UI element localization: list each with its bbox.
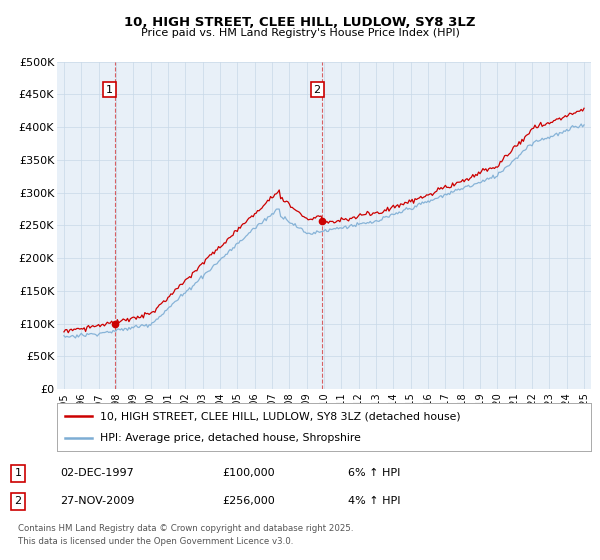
Text: Price paid vs. HM Land Registry's House Price Index (HPI): Price paid vs. HM Land Registry's House … bbox=[140, 28, 460, 38]
Text: 2: 2 bbox=[314, 85, 321, 95]
Text: 10, HIGH STREET, CLEE HILL, LUDLOW, SY8 3LZ (detached house): 10, HIGH STREET, CLEE HILL, LUDLOW, SY8 … bbox=[100, 411, 460, 421]
Text: 2: 2 bbox=[14, 496, 22, 506]
Text: £256,000: £256,000 bbox=[222, 496, 275, 506]
Text: 02-DEC-1997: 02-DEC-1997 bbox=[60, 468, 134, 478]
Text: HPI: Average price, detached house, Shropshire: HPI: Average price, detached house, Shro… bbox=[100, 433, 361, 443]
Text: 6% ↑ HPI: 6% ↑ HPI bbox=[348, 468, 400, 478]
Text: 1: 1 bbox=[14, 468, 22, 478]
Text: £100,000: £100,000 bbox=[222, 468, 275, 478]
Text: Contains HM Land Registry data © Crown copyright and database right 2025.: Contains HM Land Registry data © Crown c… bbox=[18, 524, 353, 533]
Text: This data is licensed under the Open Government Licence v3.0.: This data is licensed under the Open Gov… bbox=[18, 537, 293, 546]
Text: 27-NOV-2009: 27-NOV-2009 bbox=[60, 496, 134, 506]
Text: 10, HIGH STREET, CLEE HILL, LUDLOW, SY8 3LZ: 10, HIGH STREET, CLEE HILL, LUDLOW, SY8 … bbox=[124, 16, 476, 29]
Text: 1: 1 bbox=[106, 85, 113, 95]
Text: 4% ↑ HPI: 4% ↑ HPI bbox=[348, 496, 401, 506]
